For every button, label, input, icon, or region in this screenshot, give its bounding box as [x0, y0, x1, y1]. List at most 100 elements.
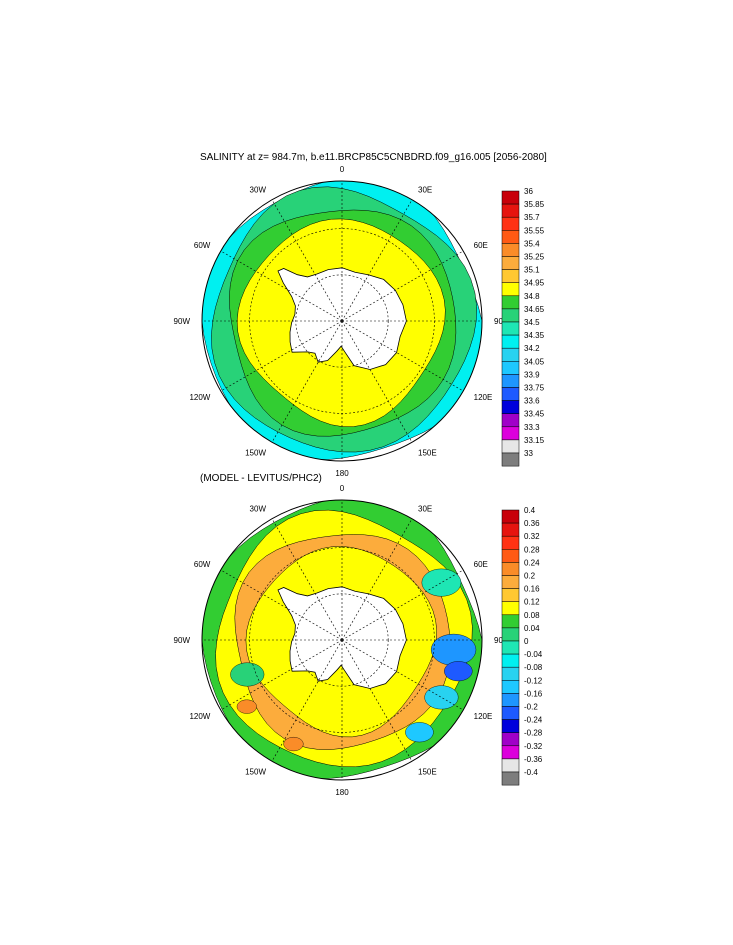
colorbar-swatch: [501, 745, 520, 760]
longitude-label: 120E: [474, 393, 493, 402]
colorbar-label: -0.36: [524, 755, 543, 764]
colorbar-swatch: [501, 614, 520, 629]
colorbar-swatch: [501, 334, 520, 349]
longitude-label: 120W: [189, 712, 210, 721]
longitude-label: 180: [335, 469, 349, 478]
colorbar-label: 0: [524, 637, 529, 646]
colorbar-label: 35.55: [524, 226, 545, 235]
graticule: [202, 500, 482, 780]
colorbar-swatch: [501, 719, 520, 733]
colorbar-swatch: [501, 588, 520, 602]
anomaly-patch: [444, 661, 473, 682]
colorbar-label: -0.16: [524, 689, 543, 698]
longitude-label: 150W: [245, 768, 266, 777]
colorbar-label: 0.08: [524, 611, 540, 620]
colorbar-swatch: [501, 256, 520, 270]
colorbar-label: 0.2: [524, 572, 536, 581]
colorbar-label: 0.28: [524, 545, 540, 554]
colorbar-swatch: [501, 680, 520, 694]
longitude-label: 0: [340, 165, 345, 174]
colorbar-label: 0.24: [524, 558, 540, 567]
colorbar: 0.4 0.36 0.32 0.28 0.24 0.2 0.16 0.12 0.08 0.04 0 -…: [501, 506, 543, 786]
salinity-field: [202, 181, 482, 460]
anomaly-patch: [230, 662, 265, 687]
longitude-label: 90W: [174, 317, 191, 326]
longitude-label: 60W: [194, 241, 211, 250]
colorbar-label: 0.4: [524, 506, 536, 515]
colorbar-label: 34.5: [524, 318, 540, 327]
anomaly-patch: [236, 699, 257, 714]
colorbar-label: 35.85: [524, 200, 545, 209]
longitude-label: 150E: [418, 449, 437, 458]
graticule: [202, 181, 482, 461]
colorbar-swatch: [501, 653, 520, 668]
longitude-label: 60E: [474, 241, 488, 250]
colorbar-swatch: [501, 230, 520, 244]
colorbar-swatch: [501, 282, 520, 297]
colorbar-swatch: [501, 771, 520, 786]
colorbar-swatch: [501, 522, 520, 537]
colorbar-label: 33.15: [524, 436, 545, 445]
colorbar-swatch: [501, 426, 520, 441]
colorbar-swatch: [501, 347, 520, 362]
colorbar-swatch: [501, 203, 520, 218]
longitude-label: 60W: [194, 560, 211, 569]
colorbar-swatch: [501, 640, 520, 655]
salinity-field: [202, 500, 482, 779]
colorbar-label: 0.36: [524, 519, 540, 528]
colorbar-label: 33.75: [524, 384, 545, 393]
colorbar-swatch: [501, 295, 520, 310]
colorbar-swatch: [501, 413, 520, 428]
antarctica-landmass: [277, 586, 407, 689]
colorbar-swatch: [501, 706, 520, 720]
longitude-label: 90E: [494, 636, 508, 645]
colorbar-swatch: [501, 269, 520, 283]
colorbar-swatch: [501, 758, 520, 773]
colorbar-swatch: [501, 216, 520, 231]
colorbar-swatch: [501, 666, 520, 681]
colorbar-swatch: [501, 374, 520, 388]
longitude-label: 150E: [418, 768, 437, 777]
colorbar-swatch: [501, 601, 520, 616]
anomaly-patch: [424, 685, 459, 710]
colorbar-label: -0.08: [524, 663, 543, 672]
colorbar-label: 34.35: [524, 331, 545, 340]
colorbar-label: -0.32: [524, 742, 543, 751]
colorbar-label: -0.04: [524, 650, 543, 659]
colorbar-swatch: [501, 693, 520, 707]
colorbar-label: 35.25: [524, 253, 545, 262]
colorbar-swatch: [501, 321, 520, 336]
colorbar-label: -0.12: [524, 676, 543, 685]
colorbar-label: 35.1: [524, 266, 540, 275]
longitude-label: 120E: [474, 712, 493, 721]
colorbar-swatch: [501, 575, 520, 589]
panel-title-difference: (MODEL - LEVITUS/PHC2): [200, 473, 322, 484]
colorbar-swatch: [501, 387, 520, 401]
longitude-label: 60E: [474, 560, 488, 569]
antarctica-landmass: [277, 267, 407, 370]
colorbar-label: 34.05: [524, 357, 545, 366]
colorbar-swatch: [501, 549, 520, 563]
colorbar-label: -0.28: [524, 729, 543, 738]
anomaly-patch: [430, 633, 477, 666]
colorbar-label: 0.16: [524, 585, 540, 594]
anomaly-patch: [283, 736, 304, 752]
colorbar-swatch: [501, 308, 520, 323]
polar-map-panel-2: 0 30E 60E 90E 120E 150E 180 150W 120W 90W 60W 30W 0.…: [174, 484, 543, 797]
colorbar-label: 34.8: [524, 292, 540, 301]
map-boundary: [201, 180, 483, 462]
longitude-label: 120W: [189, 393, 210, 402]
colorbar-swatch: [501, 190, 520, 205]
colorbar-label: 33: [524, 449, 533, 458]
colorbar-swatch: [501, 627, 520, 642]
polar-map-panel-1: 0 30E 60E 90E 120E 150E 180 150W 120W 90W 60W 30W 36…: [174, 165, 545, 478]
colorbar-label: -0.24: [524, 716, 543, 725]
colorbar-label: 33.3: [524, 423, 540, 432]
colorbar-label: 34.65: [524, 305, 545, 314]
colorbar-label: -0.2: [524, 703, 538, 712]
colorbar-swatch: [501, 732, 520, 747]
colorbar-swatch: [501, 452, 520, 467]
colorbar: 36 35.85 35.7 35.55 35.4 35.25 35.1 34.95 34.8 34…: [501, 187, 545, 467]
panel-title-salinity: SALINITY at z= 984.7m, b.e11.BRCP85C5CNB…: [200, 152, 547, 163]
